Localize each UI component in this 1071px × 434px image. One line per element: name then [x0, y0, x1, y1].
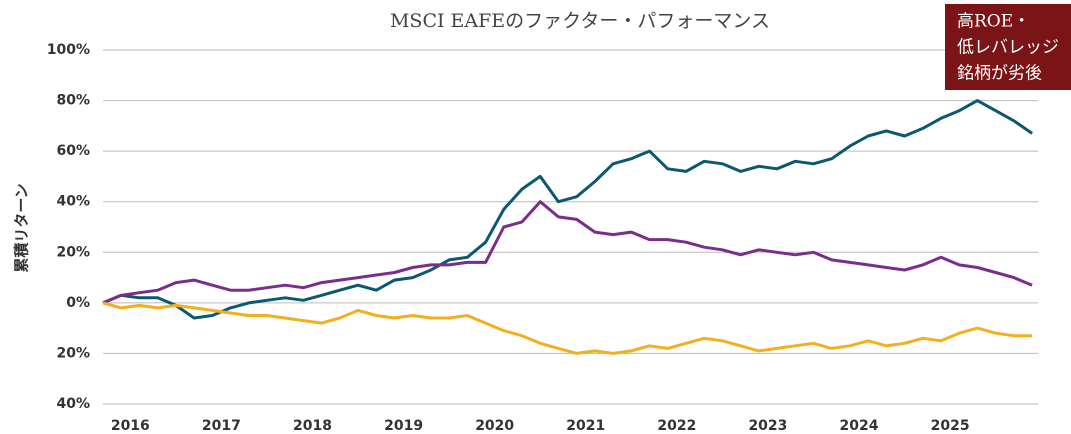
- y-tick-label: 0%: [66, 295, 90, 311]
- series-line: [102, 200, 1033, 305]
- x-tick-label: 2025: [931, 418, 970, 434]
- annotation-box: [945, 4, 1071, 90]
- y-tick-label: 20%: [56, 345, 90, 361]
- x-tick-label: 2023: [748, 418, 787, 434]
- x-tick-label: 2024: [840, 418, 879, 434]
- x-tick-label: 2021: [566, 418, 605, 434]
- y-tick-label: 60%: [56, 143, 90, 159]
- x-tick-label: 2022: [657, 418, 696, 434]
- annotation-text: 低レバレッジ: [957, 38, 1059, 58]
- series-line: [102, 301, 1033, 355]
- annotation-text: 銘柄が劣後: [957, 64, 1042, 84]
- x-tick-label: 2017: [202, 418, 241, 434]
- y-tick-label: 80%: [56, 93, 90, 109]
- y-tick-label: 100%: [47, 42, 90, 58]
- y-tick-label: 20%: [56, 244, 90, 260]
- x-tick-label: 2016: [111, 418, 150, 434]
- y-tick-label: 40%: [56, 396, 90, 412]
- chart-title: MSCI EAFEのファクター・パフォーマンス: [390, 10, 770, 32]
- y-tick-label: 40%: [56, 194, 90, 210]
- x-tick-label: 2020: [475, 418, 514, 434]
- x-tick-label: 2018: [293, 418, 332, 434]
- y-axis-label: 累積リターン: [13, 183, 31, 272]
- annotation-text: 高ROE・: [957, 12, 1030, 32]
- series-line: [102, 99, 1033, 320]
- x-tick-label: 2019: [384, 418, 423, 434]
